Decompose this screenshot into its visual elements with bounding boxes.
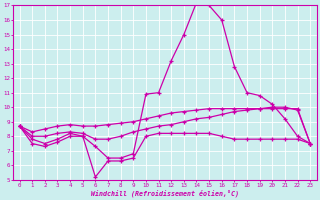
X-axis label: Windchill (Refroidissement éolien,°C): Windchill (Refroidissement éolien,°C)	[91, 189, 239, 197]
